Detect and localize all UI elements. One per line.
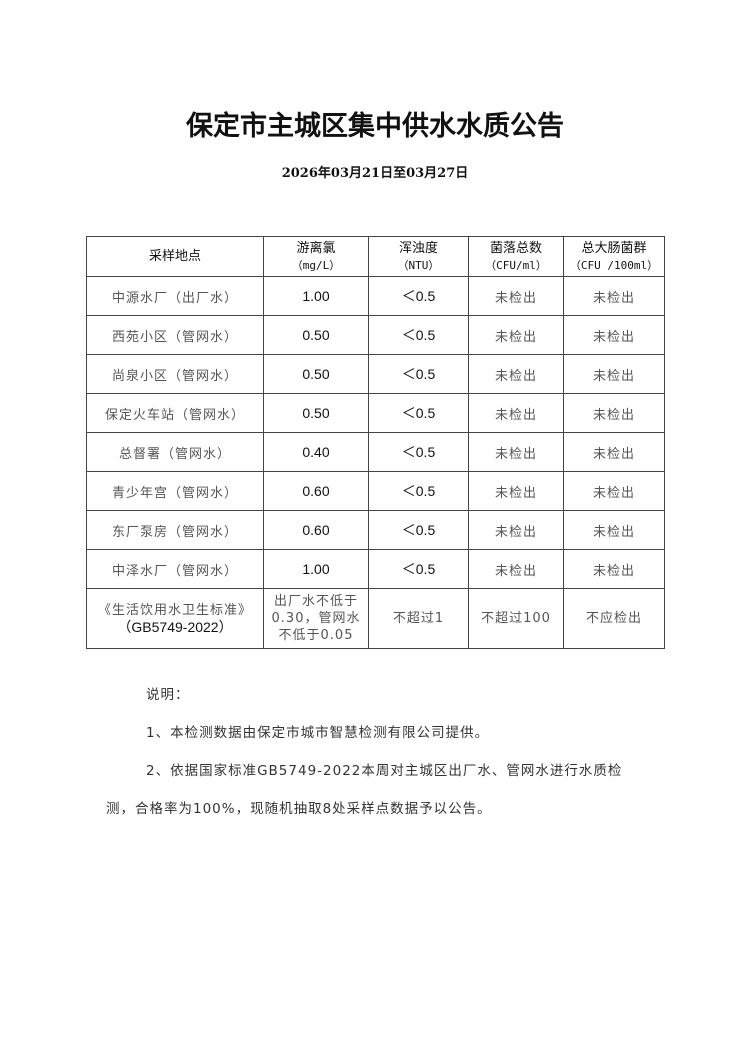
colony-count-cell: 未检出 xyxy=(468,276,564,316)
page-title: 保定市主城区集中供水水质公告 xyxy=(186,111,564,142)
column-header: 总大肠菌群 （CFU /100ml） xyxy=(563,236,665,277)
sampling-site-cell: 西苑小区（管网水） xyxy=(86,315,264,355)
total-coliform-cell: 未检出 xyxy=(563,510,665,550)
turbidity-cell: ＜0.5 xyxy=(368,354,469,394)
column-header: 菌落总数 （CFU/ml） xyxy=(468,236,564,277)
turbidity-cell: ＜0.5 xyxy=(368,315,469,355)
turbidity-cell: ＜0.5 xyxy=(368,549,469,589)
standard-name: 《生活饮用水卫生标准》 xyxy=(97,602,252,618)
total-coliform-cell: 未检出 xyxy=(563,315,665,355)
column-header-name: 菌落总数 xyxy=(489,240,542,256)
table-row: 总督署（管网水） 0.40 ＜0.5 未检出 未检出 xyxy=(86,432,665,472)
note-item-2-continued: 测，合格率为100%，现随机抽取8处采样点数据予以公告。 xyxy=(106,801,492,817)
standard-name-cell: 《生活饮用水卫生标准》 （GB5749-2022） xyxy=(86,588,264,649)
table-row: 中源水厂（出厂水） 1.00 ＜0.5 未检出 未检出 xyxy=(86,276,665,316)
column-header-name: 浑浊度 xyxy=(398,240,438,256)
sampling-site-cell: 保定火车站（管网水） xyxy=(86,393,264,433)
note-item-2: 2、依据国家标准GB5749-2022本周对主城区出厂水、管网水进行水质检 xyxy=(146,763,623,779)
free-chlorine-cell: 0.60 xyxy=(263,510,369,550)
column-header-unit: （mg/L） xyxy=(291,258,341,272)
free-chlorine-cell: 0.40 xyxy=(263,432,369,472)
column-header-unit: （NTU） xyxy=(397,258,440,272)
standard-row: 《生活饮用水卫生标准》 （GB5749-2022） 出厂水不低于0.30，管网水不低… xyxy=(86,588,665,649)
colony-count-cell: 未检出 xyxy=(468,432,564,472)
standard-chlorine-cell: 出厂水不低于0.30，管网水不低于0.05 xyxy=(263,588,369,649)
total-coliform-cell: 未检出 xyxy=(563,432,665,472)
column-header-name: 游离氯 xyxy=(296,240,336,256)
free-chlorine-cell: 1.00 xyxy=(263,276,369,316)
colony-count-cell: 未检出 xyxy=(468,510,564,550)
column-header-name: 总大肠菌群 xyxy=(581,240,647,256)
table-row: 保定火车站（管网水） 0.50 ＜0.5 未检出 未检出 xyxy=(86,393,665,433)
column-header: 浑浊度 （NTU） xyxy=(368,236,469,277)
colony-count-cell: 未检出 xyxy=(468,549,564,589)
note-item-1: 1、本检测数据由保定市城市智慧检测有限公司提供。 xyxy=(146,725,490,741)
turbidity-cell: ＜0.5 xyxy=(368,393,469,433)
free-chlorine-cell: 0.50 xyxy=(263,315,369,355)
column-header: 游离氯 （mg/L） xyxy=(263,236,369,277)
free-chlorine-cell: 0.50 xyxy=(263,354,369,394)
standard-coliform-cell: 不应检出 xyxy=(563,588,665,649)
column-header-name: 采样地点 xyxy=(148,249,201,264)
total-coliform-cell: 未检出 xyxy=(563,276,665,316)
sampling-site-cell: 中源水厂（出厂水） xyxy=(86,276,264,316)
colony-count-cell: 未检出 xyxy=(468,393,564,433)
total-coliform-cell: 未检出 xyxy=(563,354,665,394)
column-header-unit: （CFU /100ml） xyxy=(569,258,659,272)
turbidity-cell: ＜0.5 xyxy=(368,276,469,316)
free-chlorine-cell: 0.60 xyxy=(263,471,369,511)
column-header-unit: （CFU/ml） xyxy=(485,258,547,272)
table-row: 尚泉小区（管网水） 0.50 ＜0.5 未检出 未检出 xyxy=(86,354,665,394)
sampling-site-cell: 中泽水厂（管网水） xyxy=(86,549,264,589)
notes-heading: 说明： xyxy=(146,687,190,703)
colony-count-cell: 未检出 xyxy=(468,315,564,355)
date-range: 2026年03月21日至03月27日 xyxy=(281,166,469,181)
colony-count-cell: 未检出 xyxy=(468,354,564,394)
table-row: 西苑小区（管网水） 0.50 ＜0.5 未检出 未检出 xyxy=(86,315,665,355)
turbidity-cell: ＜0.5 xyxy=(368,510,469,550)
table-row: 青少年宫（管网水） 0.60 ＜0.5 未检出 未检出 xyxy=(86,471,665,511)
turbidity-cell: ＜0.5 xyxy=(368,432,469,472)
notes-section: 说明： 1、本检测数据由保定市城市智慧检测有限公司提供。 2、依据国家标准GB5… xyxy=(86,676,666,828)
table-header-row: 采样地点 游离氯 （mg/L） 浑浊度 （NTU） 菌落总数 （CFU/ml） 总大肠菌群 （C… xyxy=(86,236,665,277)
total-coliform-cell: 未检出 xyxy=(563,471,665,511)
turbidity-cell: ＜0.5 xyxy=(368,471,469,511)
colony-count-cell: 未检出 xyxy=(468,471,564,511)
standard-turbidity-cell: 不超过1 xyxy=(368,588,469,649)
sampling-site-cell: 尚泉小区（管网水） xyxy=(86,354,264,394)
sampling-site-cell: 青少年宫（管网水） xyxy=(86,471,264,511)
free-chlorine-cell: 1.00 xyxy=(263,549,369,589)
column-header: 采样地点 xyxy=(86,236,264,277)
free-chlorine-cell: 0.50 xyxy=(263,393,369,433)
standard-colony-cell: 不超过100 xyxy=(468,588,564,649)
sampling-site-cell: 总督署（管网水） xyxy=(86,432,264,472)
water-quality-table: 采样地点 游离氯 （mg/L） 浑浊度 （NTU） 菌落总数 （CFU/ml） 总大肠菌群 （C… xyxy=(86,236,665,649)
total-coliform-cell: 未检出 xyxy=(563,393,665,433)
table-row: 中泽水厂（管网水） 1.00 ＜0.5 未检出 未检出 xyxy=(86,549,665,589)
sampling-site-cell: 东厂泵房（管网水） xyxy=(86,510,264,550)
standard-code: （GB5749-2022） xyxy=(117,618,233,635)
table-row: 东厂泵房（管网水） 0.60 ＜0.5 未检出 未检出 xyxy=(86,510,665,550)
total-coliform-cell: 未检出 xyxy=(563,549,665,589)
